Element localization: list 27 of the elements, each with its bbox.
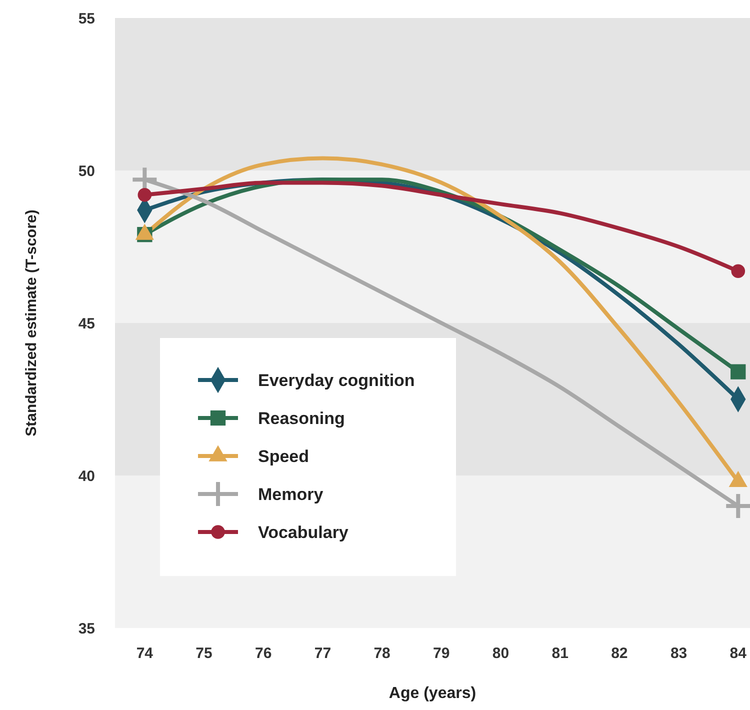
x-tick-label: 74	[136, 645, 154, 662]
point	[138, 188, 152, 202]
y-tick-label: 45	[78, 315, 95, 332]
legend-label: Everyday cognition	[258, 370, 415, 390]
legend-label: Speed	[258, 446, 310, 466]
y-tick-label: 50	[78, 162, 95, 180]
x-tick-label: 78	[374, 645, 390, 662]
y-tick-label: 55	[78, 10, 95, 28]
legend-label: Vocabulary	[258, 522, 349, 542]
x-tick-label: 79	[433, 645, 450, 662]
y-tick-label: 35	[78, 620, 95, 638]
x-axis-title: Age (years)	[388, 685, 476, 702]
x-tick-label: 80	[492, 645, 510, 662]
x-tick-label: 82	[611, 645, 628, 662]
point	[731, 264, 746, 278]
point	[726, 494, 750, 518]
x-tick-label: 81	[552, 645, 568, 662]
x-tick-label: 84	[730, 645, 748, 662]
x-tick-label: 77	[314, 645, 332, 662]
x-tick-label: 75	[196, 645, 212, 662]
point	[730, 364, 746, 380]
x-tick-label: 76	[255, 645, 272, 662]
legend-label: Reasoning	[258, 408, 345, 428]
legend-label: Memory	[258, 484, 324, 504]
y-tick-label: 40	[78, 468, 95, 485]
y-axis-title: Standardized estimate (T-score)	[23, 210, 40, 436]
x-tick-label: 83	[670, 645, 688, 662]
